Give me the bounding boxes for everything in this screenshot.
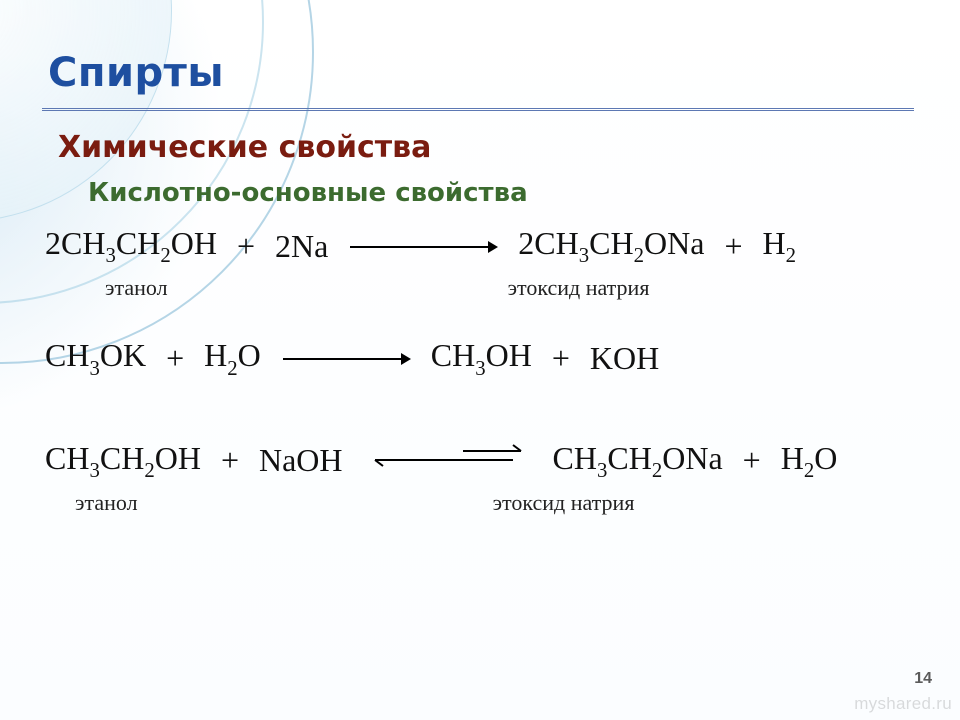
eq-term: CH3CH2OH (35, 440, 211, 482)
arrow-equilibrium-icon (353, 442, 543, 480)
sym: OH (171, 225, 217, 261)
compound-label: этанол (75, 490, 138, 516)
compound-label: этоксид натрия (493, 490, 635, 516)
slide: Спирты Химические свойства Кислотно-осно… (0, 0, 960, 720)
sub: 2 (227, 357, 237, 380)
plus-sign: + (156, 340, 194, 377)
sym: CH (607, 440, 651, 476)
coef: 2 (275, 228, 291, 264)
plus-sign: + (714, 228, 752, 265)
sym: CH (589, 225, 633, 261)
eq-term: H2O (194, 337, 271, 379)
plus-sign: + (542, 340, 580, 377)
eq-term: NaOH (249, 442, 353, 479)
watermark: myshared.ru (854, 694, 952, 714)
sub: 3 (89, 357, 99, 380)
section-heading: Химические свойства (58, 130, 431, 165)
eq-term: CH3OH (421, 337, 542, 379)
sym: CH (553, 440, 597, 476)
sub: 2 (144, 459, 154, 482)
sub: 2 (804, 459, 814, 482)
sym: OK (100, 337, 146, 373)
plus-sign: + (733, 442, 771, 479)
equation-1: 2CH3CH2OH + 2Na 2CH3CH2ONa + H2 (35, 225, 915, 267)
eq-term: CH3OK (35, 337, 156, 379)
eq-term: KOH (580, 340, 669, 377)
sym: Na (291, 228, 328, 264)
title-divider (42, 108, 914, 111)
plus-sign: + (227, 228, 265, 265)
sym: H (762, 225, 785, 261)
arrow-forward-icon (271, 340, 421, 377)
compound-label: этанол (105, 275, 168, 301)
sym: CH (45, 337, 89, 373)
arrow-forward-icon (338, 228, 508, 265)
equation-1-labels: этанол этоксид натрия (35, 275, 915, 301)
sym: ONa (644, 225, 704, 261)
page-title: Спирты (48, 50, 224, 96)
coef: 2 (518, 225, 534, 261)
eq-term: H2O (771, 440, 848, 482)
sym: H (204, 337, 227, 373)
sym: CH (116, 225, 160, 261)
coef: 2 (45, 225, 61, 261)
sym: O (238, 337, 261, 373)
eq-term: CH3CH2ONa (543, 440, 733, 482)
sym: OH (155, 440, 201, 476)
sym: CH (61, 225, 105, 261)
eq-term: H2 (752, 225, 806, 267)
sub: 3 (89, 459, 99, 482)
sym: ONa (662, 440, 722, 476)
sym: CH (45, 440, 89, 476)
equation-2: CH3OK + H2O CH3OH + KOH (35, 337, 915, 379)
sub: 3 (105, 244, 115, 267)
subsection-heading: Кислотно-основные свойства (88, 178, 528, 208)
sym: O (814, 440, 837, 476)
sub: 2 (652, 459, 662, 482)
page-number: 14 (914, 670, 932, 688)
sub: 2 (634, 244, 644, 267)
sub: 2 (786, 244, 796, 267)
sym: CH (431, 337, 475, 373)
equations-area: 2CH3CH2OH + 2Na 2CH3CH2ONa + H2 этанол (35, 225, 915, 516)
sym: CH (100, 440, 144, 476)
eq-term: 2CH3CH2ONa (508, 225, 714, 267)
sub: 3 (597, 459, 607, 482)
compound-label: этоксид натрия (508, 275, 650, 301)
sym: CH (534, 225, 578, 261)
sub: 3 (475, 357, 485, 380)
plus-sign: + (211, 442, 249, 479)
sub: 2 (160, 244, 170, 267)
sub: 3 (579, 244, 589, 267)
sym: H (781, 440, 804, 476)
eq-term: 2CH3CH2OH (35, 225, 227, 267)
sym: OH (486, 337, 532, 373)
equation-3-labels: этанол этоксид натрия (35, 490, 915, 516)
eq-term: 2Na (265, 228, 338, 265)
equation-3: CH3CH2OH + NaOH CH3CH2ONa + H2O (35, 440, 915, 482)
